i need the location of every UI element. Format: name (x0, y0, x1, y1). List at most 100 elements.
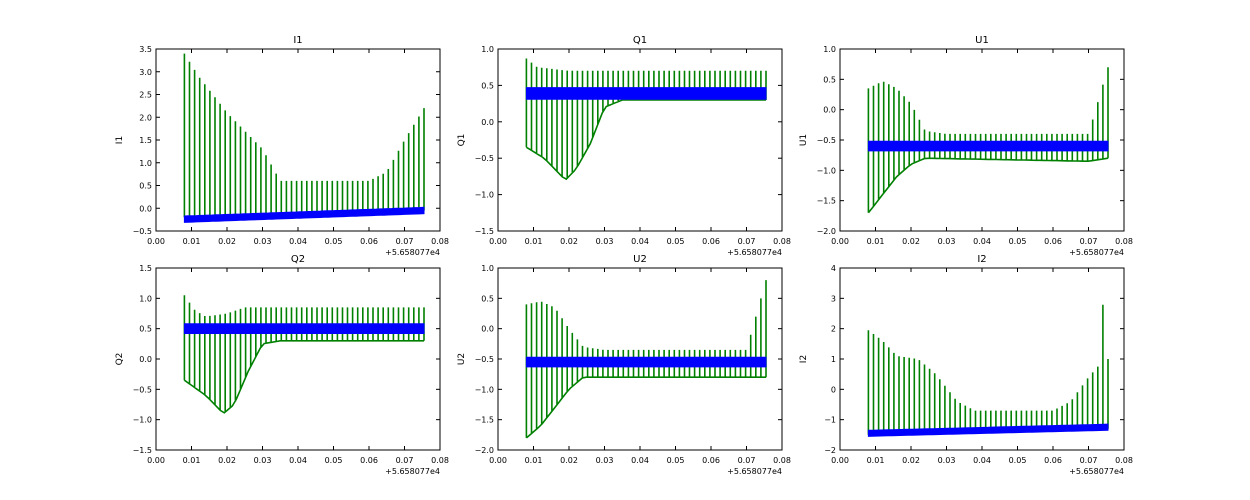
plot-area (867, 67, 1109, 214)
y-tick-label: 1.0 (823, 45, 836, 54)
y-tick-label: 3.0 (139, 68, 152, 77)
x-tick-label: 0.06 (1044, 456, 1062, 465)
chart-title: Q2 (291, 254, 305, 265)
x-tick-label: 0.03 (938, 456, 956, 465)
x-tick-label: 0.05 (667, 237, 685, 246)
y-axis-label: Q1 (457, 134, 467, 147)
x-tick-label: 0.07 (1080, 237, 1098, 246)
x-tick-label: 0.06 (702, 237, 720, 246)
plot-area (183, 295, 425, 414)
x-tick-label: 0.05 (325, 456, 343, 465)
y-tick-label: 3 (831, 294, 836, 303)
series-narrow (867, 140, 1109, 152)
x-tick-label: 0.08 (431, 237, 449, 246)
x-tick-label: 0.06 (1044, 237, 1062, 246)
x-tick-label: 0.04 (631, 456, 649, 465)
y-axis-label: U1 (799, 134, 809, 146)
y-tick-label: −0.5 (817, 136, 836, 145)
y-tick-label: 0.5 (139, 182, 152, 191)
chart-title: Q1 (633, 35, 647, 46)
x-tick-label: 0.02 (218, 456, 236, 465)
x-tick-label: 0.08 (1115, 237, 1133, 246)
x-tick-label: 0.03 (254, 237, 272, 246)
x-tick-label: 0.03 (596, 456, 614, 465)
y-axis-label: U2 (457, 353, 467, 365)
y-tick-label: −2.0 (817, 227, 836, 236)
y-tick-label: 0.0 (481, 325, 494, 334)
series-narrow (183, 323, 425, 334)
chart-title: U2 (633, 254, 647, 265)
x-tick-label: 0.08 (431, 456, 449, 465)
axes-frame (839, 267, 1125, 451)
x-tick-label: 0.07 (738, 237, 756, 246)
series-narrow (525, 87, 767, 100)
series-narrow (867, 423, 1109, 437)
x-tick-label: 0.03 (254, 456, 272, 465)
x-tick-label: 0.04 (973, 456, 991, 465)
y-tick-label: −1.5 (133, 446, 152, 455)
y-axis-label: I2 (799, 355, 809, 363)
y-tick-label: −1.5 (817, 197, 836, 206)
y-tick-label: 1.0 (139, 159, 152, 168)
y-tick-label: 1.0 (481, 264, 494, 273)
y-tick-label: −1.5 (475, 416, 494, 425)
x-tick-label: 0.05 (1009, 456, 1027, 465)
panel-u2: 0.00 0.01 0.02 0.03 0.04 0.05 0.06 0.07 0.08 −2.0… (457, 254, 791, 476)
x-tick-label: 0.02 (560, 237, 578, 246)
plot-area (183, 53, 425, 223)
x-tick-label: 0.06 (702, 456, 720, 465)
y-tick-label: −1 (824, 416, 836, 425)
series-narrow (183, 206, 425, 223)
panel-i1: 0.00 0.01 0.02 0.03 0.04 0.05 0.06 0.07 0.08 −0.5… (115, 35, 449, 257)
x-offset-label: +5.658077e4 (1069, 467, 1124, 476)
y-tick-label: 1.0 (139, 294, 152, 303)
x-offset-label: +5.658077e4 (385, 248, 440, 257)
y-tick-label: 0.5 (481, 81, 494, 90)
y-tick-label: −1.0 (475, 191, 494, 200)
y-tick-label: 1.5 (139, 264, 152, 273)
x-tick-label: 0.07 (396, 456, 414, 465)
x-tick-label: 0.01 (183, 237, 201, 246)
plot-area (525, 280, 767, 439)
series-wide (183, 295, 425, 414)
x-tick-label: 0.02 (902, 237, 920, 246)
x-offset-label: +5.658077e4 (1069, 248, 1124, 257)
series-wide (525, 58, 767, 181)
x-tick-label: 0.07 (1080, 456, 1098, 465)
y-tick-label: −1.0 (475, 385, 494, 394)
panel-u1: 0.00 0.01 0.02 0.03 0.04 0.05 0.06 0.07 0.08 −2.0… (799, 35, 1133, 257)
x-tick-label: 0.05 (667, 456, 685, 465)
y-tick-label: 1 (831, 355, 836, 364)
series-wide (867, 67, 1109, 214)
y-tick-label: −0.5 (475, 154, 494, 163)
y-tick-label: 0.0 (139, 355, 152, 364)
y-tick-label: 3.5 (139, 45, 152, 54)
y-tick-label: −1.0 (133, 416, 152, 425)
x-tick-label: 0.01 (867, 237, 885, 246)
x-tick-label: 0.07 (396, 237, 414, 246)
y-tick-label: 4 (831, 264, 836, 273)
x-tick-label: 0.01 (867, 456, 885, 465)
y-tick-label: −1.0 (817, 166, 836, 175)
series-wide (183, 53, 425, 219)
axes-frame (155, 48, 441, 232)
y-tick-label: 0.5 (823, 75, 836, 84)
y-axis-label: Q2 (115, 353, 125, 366)
x-tick-label: 0.04 (973, 237, 991, 246)
x-tick-label: 0.00 (831, 237, 849, 246)
series-wide (867, 304, 1109, 436)
x-tick-label: 0.08 (1115, 456, 1133, 465)
axes-frame (839, 48, 1125, 232)
y-axis-label: I1 (115, 136, 125, 144)
x-tick-label: 0.01 (525, 237, 543, 246)
panel-i2: 0.00 0.01 0.02 0.03 0.04 0.05 0.06 0.07 0.08 −2 −1… (799, 254, 1133, 476)
x-tick-label: 0.00 (147, 237, 165, 246)
y-tick-label: 1.0 (481, 45, 494, 54)
chart-title: I1 (293, 35, 302, 46)
y-tick-label: −1.5 (475, 227, 494, 236)
x-offset-label: +5.658077e4 (385, 467, 440, 476)
y-tick-label: 2.5 (139, 91, 152, 100)
x-tick-label: 0.06 (360, 456, 378, 465)
x-tick-label: 0.00 (489, 456, 507, 465)
x-offset-label: +5.658077e4 (727, 467, 782, 476)
